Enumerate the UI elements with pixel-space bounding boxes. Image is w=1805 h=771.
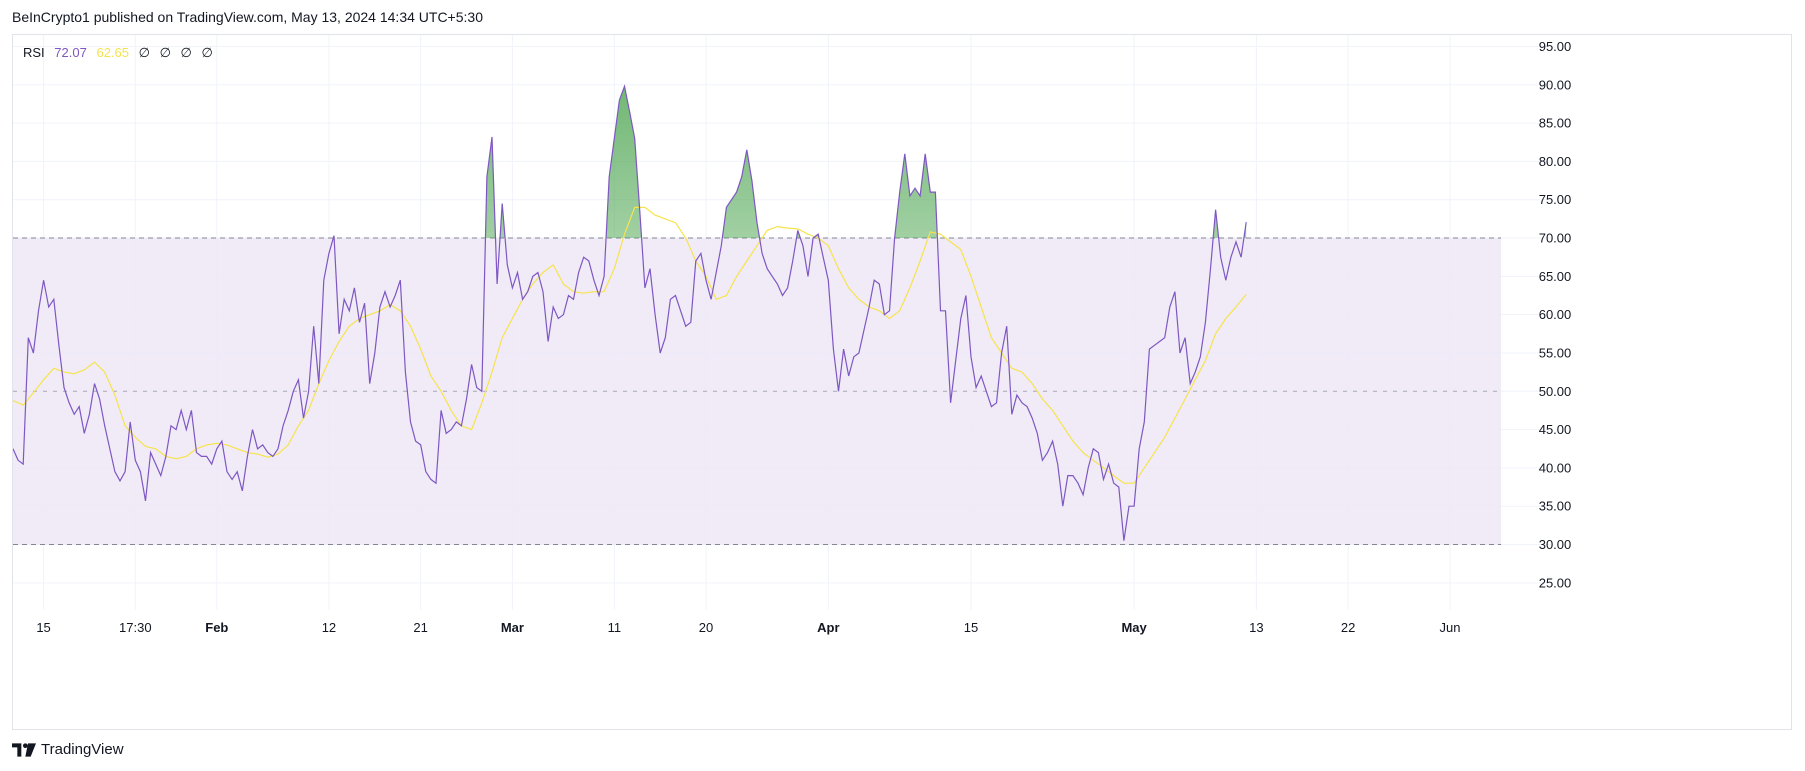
x-tick-label: May — [1121, 620, 1147, 635]
y-tick-label: 85.00 — [1539, 116, 1572, 131]
tradingview-brand[interactable]: TradingView — [12, 741, 124, 758]
y-tick-label: 30.00 — [1539, 537, 1572, 552]
brand-name: TradingView — [41, 741, 124, 758]
series-lines — [13, 84, 1247, 541]
overbought-area — [13, 86, 1247, 239]
ma-value: 62.65 — [96, 45, 130, 60]
y-tick-label: 95.00 — [1539, 39, 1572, 54]
ma-line — [13, 206, 1247, 484]
empty-value: ∅ — [138, 45, 150, 60]
x-tick-label: 22 — [1341, 620, 1355, 635]
x-tick-label: 21 — [413, 620, 427, 635]
x-tick-label: Feb — [205, 620, 228, 635]
y-tick-label: 40.00 — [1539, 460, 1572, 475]
y-tick-label: 45.00 — [1539, 422, 1572, 437]
rsi-chart[interactable]: 25.00 30.00 35.00 40.00 45.00 50.00 55.00 60.00… — [13, 35, 1791, 729]
y-tick-label: 80.00 — [1539, 154, 1572, 169]
overbought-fills — [13, 86, 1247, 239]
y-tick-label: 50.00 — [1539, 384, 1572, 399]
axes: 25.00 30.00 35.00 40.00 45.00 50.00 55.00 60.00… — [36, 39, 1571, 635]
x-tick-label: 17:30 — [119, 620, 152, 635]
y-tick-label: 35.00 — [1539, 499, 1572, 514]
x-tick-label: 20 — [699, 620, 713, 635]
empty-value: ∅ — [180, 45, 192, 60]
indicator-name[interactable]: RSI — [23, 45, 45, 60]
y-tick-label: 60.00 — [1539, 307, 1572, 322]
y-tick-label: 25.00 — [1539, 575, 1572, 590]
empty-value: ∅ — [159, 45, 171, 60]
rsi-line — [13, 84, 1247, 541]
rsi-value: 72.07 — [54, 45, 87, 60]
tradingview-logo-icon — [12, 742, 36, 757]
y-tick-label: 75.00 — [1539, 192, 1572, 207]
x-tick-label: 12 — [322, 620, 336, 635]
x-tick-label: Apr — [817, 620, 839, 635]
y-tick-label: 70.00 — [1539, 231, 1572, 246]
x-tick-label: 15 — [36, 620, 50, 635]
empty-value: ∅ — [201, 45, 213, 60]
publish-info: BeInCrypto1 published on TradingView.com… — [12, 9, 483, 25]
x-tick-label: Mar — [501, 620, 524, 635]
x-tick-label: 15 — [964, 620, 978, 635]
y-tick-label: 65.00 — [1539, 269, 1572, 284]
y-tick-label: 90.00 — [1539, 77, 1572, 92]
rsi-bands — [13, 237, 1501, 546]
chart-pane[interactable]: 25.00 30.00 35.00 40.00 45.00 50.00 55.00 60.00… — [12, 34, 1792, 730]
indicator-legend[interactable]: RSI 72.07 62.65 ∅ ∅ ∅ ∅ — [23, 45, 219, 61]
x-tick-label: 11 — [608, 620, 622, 635]
x-tick-label: Jun — [1440, 620, 1461, 635]
x-tick-label: 13 — [1249, 620, 1263, 635]
y-tick-label: 55.00 — [1539, 345, 1572, 360]
